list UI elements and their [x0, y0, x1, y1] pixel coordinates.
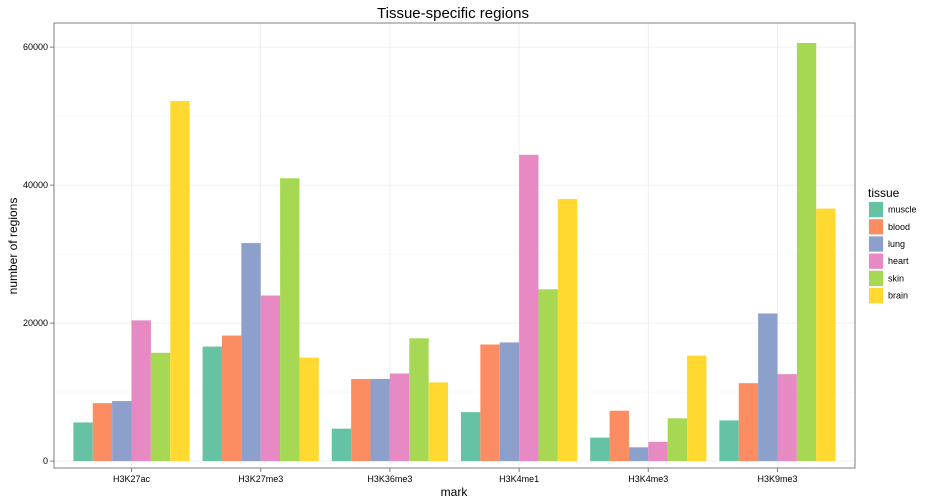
bar-blood-H3K4me1: [480, 344, 500, 462]
bar-muscle-H3K27me3: [202, 346, 222, 462]
bar-brain-H3K36me3: [428, 382, 449, 462]
bar-brain-H3K27ac: [170, 100, 190, 462]
legend-swatch-skin: [869, 270, 883, 286]
x-tick-label: H3K27ac: [113, 474, 151, 484]
bar-blood-H3K9me3: [738, 383, 759, 462]
bar-lung-H3K4me3: [628, 447, 649, 462]
bar-lung-H3K27me3: [241, 243, 261, 462]
bar-blood-H3K27ac: [92, 403, 113, 462]
legend-label-skin: skin: [888, 273, 904, 283]
legend: tissue muscle blood lung heart skin brain: [867, 186, 917, 305]
bar-blood-H3K27me3: [221, 335, 242, 462]
y-tick-label: 40000: [23, 180, 48, 190]
bar-skin-H3K27me3: [280, 178, 300, 462]
legend-swatch-brain: [869, 288, 883, 304]
bar-skin-H3K9me3: [796, 43, 817, 462]
bar-heart-H3K36me3: [389, 373, 410, 462]
legend-swatch-muscle: [869, 202, 883, 218]
legend-swatch-heart: [869, 253, 883, 269]
bar-skin-H3K27ac: [150, 352, 171, 462]
bar-heart-H3K4me3: [648, 441, 668, 462]
legend-label-brain: brain: [888, 291, 908, 301]
bar-heart-H3K9me3: [777, 374, 797, 462]
x-axis: H3K27ac H3K27me3 H3K36me3 H3K4me1 H3K4me3 H3K…: [113, 468, 797, 484]
legend-label-muscle: muscle: [888, 205, 917, 215]
bar-muscle-H3K36me3: [331, 428, 352, 462]
bar-muscle-H3K4me1: [460, 412, 481, 462]
plot-border: [53, 22, 856, 469]
y-axis-title: number of regions: [6, 198, 20, 295]
y-tick-label: 0: [43, 456, 48, 466]
bar-blood-H3K4me3: [609, 410, 629, 462]
bar-lung-H3K27ac: [112, 401, 132, 462]
x-tick-label: H3K4me3: [628, 474, 668, 484]
bar-heart-H3K4me1: [519, 154, 539, 462]
bar-muscle-H3K9me3: [719, 420, 739, 462]
x-tick-label: H3K36me3: [367, 474, 412, 484]
legend-label-lung: lung: [888, 239, 905, 249]
y-tick-label: 20000: [23, 318, 48, 328]
y-axis: 0 20000 40000 60000: [23, 42, 54, 466]
bar-lung-H3K9me3: [758, 313, 778, 462]
bar-skin-H3K36me3: [409, 338, 429, 462]
bar-heart-H3K27ac: [131, 320, 151, 462]
bar-blood-H3K36me3: [351, 379, 371, 462]
legend-label-heart: heart: [888, 256, 909, 266]
bar-lung-H3K4me1: [499, 342, 520, 462]
bar-brain-H3K27me3: [299, 357, 319, 462]
bar-brain-H3K4me1: [557, 198, 578, 462]
legend-swatch-lung: [869, 236, 883, 252]
x-tick-label: H3K27me3: [238, 474, 283, 484]
x-axis-title: mark: [441, 485, 469, 499]
bar-skin-H3K4me1: [538, 289, 558, 462]
legend-title: tissue: [868, 186, 900, 200]
y-tick-label: 60000: [23, 42, 48, 52]
chart-title: Tissue-specific regions: [377, 5, 529, 22]
bars: [73, 43, 836, 462]
bar-brain-H3K4me3: [687, 355, 707, 462]
legend-label-blood: blood: [888, 222, 910, 232]
legend-swatch-blood: [869, 219, 883, 235]
bar-heart-H3K27me3: [260, 295, 281, 462]
bar-brain-H3K9me3: [816, 208, 836, 462]
x-tick-label: H3K9me3: [757, 474, 797, 484]
x-tick-label: H3K4me1: [499, 474, 539, 484]
bar-lung-H3K36me3: [370, 379, 390, 462]
bar-skin-H3K4me3: [667, 418, 688, 462]
bar-muscle-H3K27ac: [73, 422, 93, 462]
bar-muscle-H3K4me3: [590, 437, 610, 462]
